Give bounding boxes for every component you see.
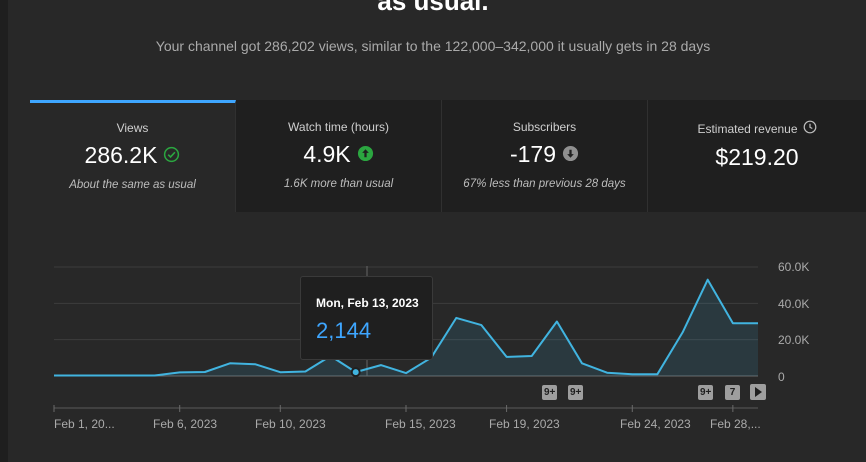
chart-area [30,212,866,462]
annotation-badge[interactable]: 7 [725,385,740,400]
tooltip-date: Mon, Feb 13, 2023 [316,296,419,310]
data-point[interactable] [453,315,459,321]
metric-tabs: Views 286.2K About the same as usual Wat… [30,100,866,212]
data-point[interactable] [654,371,660,377]
tab-revenue-label: Estimated revenue [697,121,798,136]
tab-subscribers-label: Subscribers [512,120,577,134]
x-tick-label: Feb 6, 2023 [153,417,218,431]
data-point[interactable] [579,360,585,366]
annotation-badge[interactable]: 9+ [542,385,558,400]
tab-watch-time-value: 4.9K [303,141,351,167]
data-point[interactable] [177,369,183,375]
arrow-down-circle-icon [562,141,579,168]
data-point[interactable] [705,277,711,283]
data-point[interactable] [403,370,409,376]
x-tick-label: Feb 28,... [710,417,761,431]
page-subtitle: Your channel got 286,202 views, similar … [155,38,711,54]
x-tick-label: Feb 10, 2023 [255,417,326,431]
data-point[interactable] [152,372,158,378]
clock-icon[interactable] [803,120,817,137]
data-point[interactable] [529,353,535,359]
y-tick-label: 40.0K [778,297,810,311]
data-point[interactable] [504,354,510,360]
views-area [54,279,758,376]
arrow-up-circle-icon [357,141,374,168]
data-point[interactable] [604,370,610,376]
tab-subscribers-value: -179 [509,141,557,167]
data-point[interactable] [101,372,107,378]
data-point[interactable] [755,320,761,326]
data-point[interactable] [202,369,208,375]
tab-views-label: Views [116,121,149,135]
data-point[interactable] [227,360,233,366]
tab-subscribers-note: 67% less than previous 28 days [463,178,626,190]
tab-watch-time-note: 1.6K more than usual [283,178,394,190]
data-point[interactable] [126,372,132,378]
x-tick-label: Feb 19, 2023 [489,417,560,431]
tooltip-value: 2,144 [316,318,372,343]
data-point[interactable] [277,369,283,375]
annotation-badge[interactable]: 9+ [568,385,584,400]
tab-views-value: 286.2K [84,142,158,168]
data-point[interactable] [554,319,560,325]
data-point[interactable] [680,329,686,335]
data-point[interactable] [730,320,736,326]
chart-tooltip: Mon, Feb 13, 2023 2,144 [300,276,433,360]
data-point[interactable] [51,372,57,378]
page-edge [0,0,8,462]
data-point[interactable] [478,322,484,328]
annotation-badge[interactable]: 9+ [698,385,714,400]
x-tick-label: Feb 24, 2023 [620,417,691,431]
page-headline: as usual. [377,0,489,16]
check-circle-icon [163,142,180,169]
tab-watch-time[interactable]: Watch time (hours) 4.9K 1.6K more than u… [236,100,442,212]
tab-watch-time-label: Watch time (hours) [288,120,389,134]
tab-views-note: About the same as usual [69,179,196,191]
data-point[interactable] [252,361,258,367]
data-point[interactable] [378,362,384,368]
y-tick-label: 20.0K [778,333,810,347]
tab-estimated-revenue[interactable]: Estimated revenue $219.20 [648,100,866,212]
x-tick-label: Feb 1, 20... [54,417,115,431]
y-tick-label: 60.0K [778,260,810,274]
hover-point [350,367,361,378]
data-point[interactable] [302,368,308,374]
data-point[interactable] [629,371,635,377]
y-tick-label: 0 [778,370,785,384]
tab-subscribers[interactable]: Subscribers -179 67% less than previous … [442,100,648,212]
play-icon[interactable] [750,384,766,400]
views-line [54,278,758,377]
data-point[interactable] [76,372,82,378]
tab-views[interactable]: Views 286.2K About the same as usual [30,100,236,212]
x-tick-label: Feb 15, 2023 [385,417,456,431]
tab-revenue-value: $219.20 [715,144,799,170]
